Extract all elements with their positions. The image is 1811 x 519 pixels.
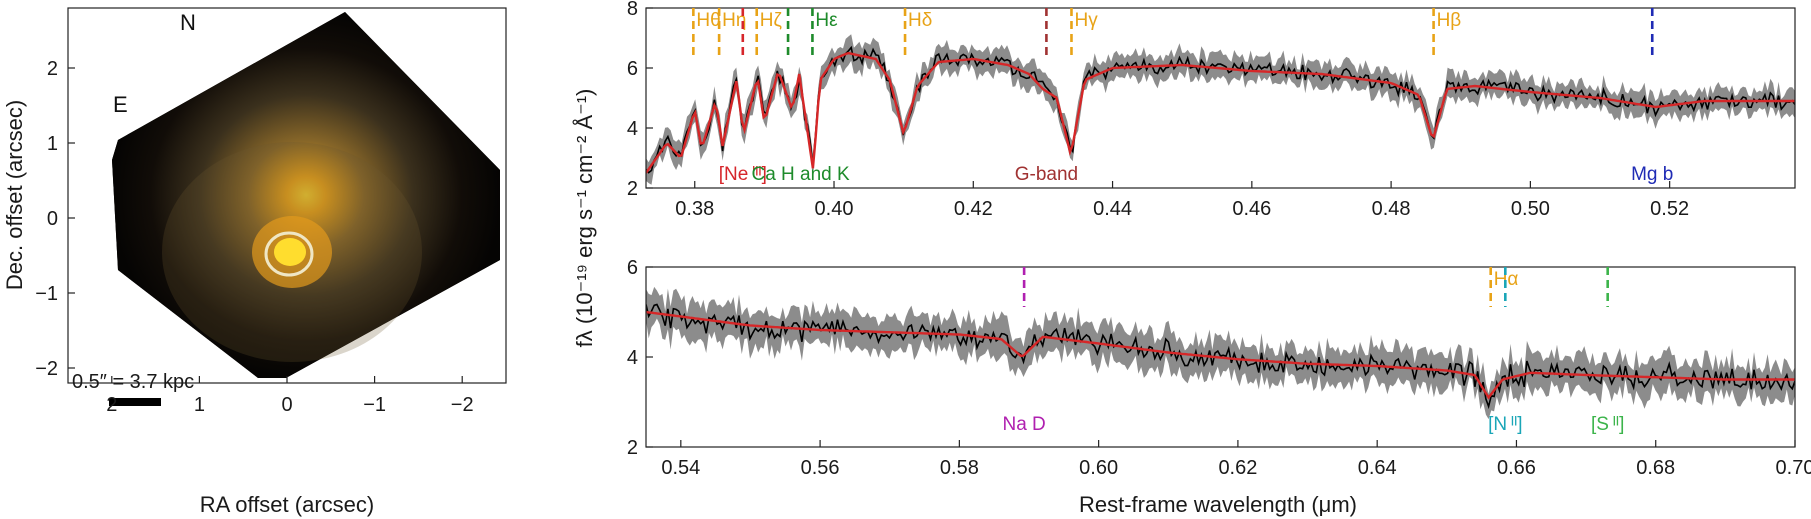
plot-area [646, 34, 1795, 185]
scale-bar-label: 0.5″ = 3.7 kpc [72, 371, 194, 393]
y-tick-label: 2 [627, 437, 638, 459]
y-tick-label: 6 [627, 257, 638, 279]
compass: N E [113, 10, 196, 117]
line-marker-label: Hδ [908, 10, 932, 31]
feature-label: [N ᴵᴵ] [1488, 414, 1522, 435]
line-marker-label: Hε [815, 10, 838, 31]
spectrum-top-panel: 0.38 0.40 0.42 0.44 0.46 0.48 0.50 0.52 2 4 6 8 Hθ Hη… [627, 0, 1796, 220]
y-tick-label: 8 [627, 0, 638, 20]
line-marker-label: Hη [722, 10, 746, 31]
model-spectrum [646, 310, 1795, 400]
line-marker-label: Hα [1494, 269, 1519, 290]
line-marker-label: Hγ [1074, 10, 1098, 31]
scale-bar: 0.5″ = 3.7 kpc [72, 371, 194, 406]
x-tick-label: 0.38 [675, 198, 714, 220]
x-tick-label: −2 [451, 394, 474, 416]
x-tick-label: −1 [363, 394, 386, 416]
x-tick-label: 0.46 [1232, 198, 1271, 220]
y-tick-label: 2 [627, 178, 638, 200]
uncertainty-band [646, 286, 1795, 420]
feature-label: Na D [1002, 414, 1045, 435]
feature-label: G-band [1015, 164, 1078, 185]
y-tick-label: −1 [35, 283, 58, 305]
aperture-ellipse [264, 231, 314, 277]
image-y-axis-label: Dec. offset (arcsec) [2, 100, 27, 290]
x-tick-label: 0.62 [1218, 457, 1257, 479]
y-tick-label: 2 [47, 58, 58, 80]
image-axes: 2 1 0 −1 −2 2 1 0 −1 −2 [35, 58, 473, 416]
x-tick-label: 0.66 [1497, 457, 1536, 479]
x-tick-label: 0.54 [661, 457, 700, 479]
plot-area [646, 286, 1795, 420]
spectrum-bottom-panel: 0.54 0.56 0.58 0.60 0.62 0.64 0.66 0.68 0.70 2 4 6 H… [627, 257, 1811, 479]
x-tick-label: 0.42 [954, 198, 993, 220]
compass-north-label: N [180, 10, 196, 35]
feature-label: Mg b [1631, 164, 1673, 185]
uncertainty-band [646, 34, 1795, 185]
x-tick-label: 2 [106, 394, 117, 416]
line-marker-label: Hβ [1437, 10, 1462, 31]
x-tick-label: 0.52 [1650, 198, 1689, 220]
x-tick-label: 0.70 [1776, 457, 1811, 479]
y-tick-label: 4 [627, 118, 638, 140]
feature-label: Ca H and K [751, 164, 850, 185]
y-tick-label: 6 [627, 58, 638, 80]
y-tick-label: 4 [627, 347, 638, 369]
image-x-axis-label: RA offset (arcsec) [200, 492, 374, 517]
observed-spectrum [646, 303, 1795, 410]
x-tick-label: 0.60 [1079, 457, 1118, 479]
x-tick-label: 0.64 [1358, 457, 1397, 479]
galaxy-image-panel: N E 0.5″ = 3.7 kpc 2 1 0 −1 −2 2 1 0 −1 −2 RA off… [2, 7, 507, 517]
panel-frame [645, 7, 1796, 189]
line-marker-label: Hζ [760, 10, 783, 31]
y-tick-label: 0 [47, 208, 58, 230]
spectrum-y-axis-label: fλ (10⁻¹⁹ erg s⁻¹ cm⁻² Å⁻¹) [572, 89, 597, 348]
line-marker-label: Hθ [696, 10, 720, 31]
y-tick-label: −2 [35, 358, 58, 380]
model-spectrum [646, 51, 1795, 174]
spectrum-x-axis-label: Rest-frame wavelength (μm) [1079, 492, 1357, 517]
feature-label: [Ne ᴵᴵᴵ] [719, 164, 767, 185]
x-tick-label: 0.44 [1093, 198, 1132, 220]
y-tick-label: 1 [47, 133, 58, 155]
compass-east-label: E [113, 92, 128, 117]
x-tick-label: 0.48 [1372, 198, 1411, 220]
x-tick-label: 0.50 [1511, 198, 1550, 220]
x-tick-label: 0.56 [801, 457, 840, 479]
x-tick-label: 0 [281, 394, 292, 416]
x-tick-label: 0.40 [815, 198, 854, 220]
x-tick-label: 1 [194, 394, 205, 416]
x-tick-label: 0.68 [1636, 457, 1675, 479]
x-tick-label: 0.58 [940, 457, 979, 479]
feature-label: [S ᴵᴵ] [1591, 414, 1624, 435]
